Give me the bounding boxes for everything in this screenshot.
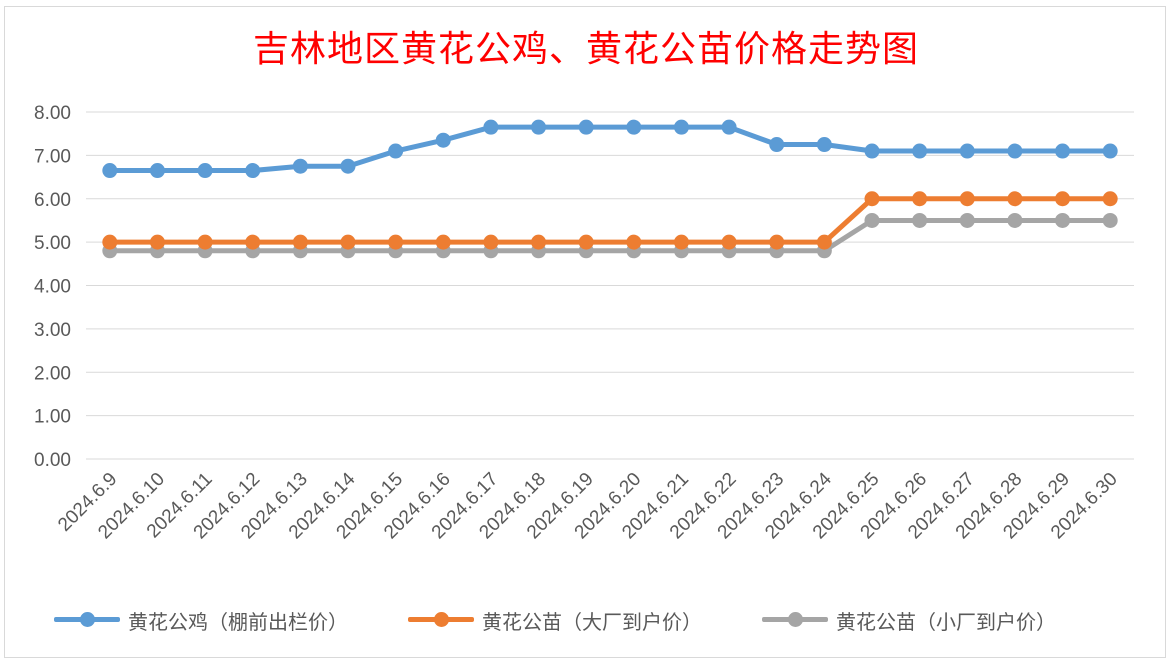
legend-marker	[762, 600, 828, 640]
data-point	[959, 143, 975, 159]
data-point	[149, 234, 165, 250]
data-point	[578, 119, 594, 135]
data-point	[1055, 143, 1071, 159]
legend: 黄花公鸡（棚前出栏价） 黄花公苗（大厂到户价） 黄花公苗（小厂到户价）	[0, 600, 1172, 640]
data-point	[769, 137, 785, 153]
series-line	[107, 217, 1113, 254]
data-point	[1055, 191, 1071, 207]
data-point	[245, 234, 261, 250]
data-point	[435, 234, 451, 250]
data-point	[626, 234, 642, 250]
data-point	[340, 234, 356, 250]
legend-marker	[408, 600, 474, 640]
y-tick-label: 3.00	[34, 320, 71, 341]
data-point	[102, 234, 118, 250]
data-point	[864, 212, 880, 228]
data-point	[816, 137, 832, 153]
data-point	[1102, 212, 1118, 228]
data-point	[292, 234, 308, 250]
data-point	[197, 163, 213, 179]
y-tick-label: 8.00	[34, 103, 71, 124]
data-point	[959, 212, 975, 228]
chart-title: 吉林地区黄花公鸡、黄花公苗价格走势图	[252, 29, 919, 70]
legend-item-chick-small: 黄花公苗（小厂到户价）	[762, 600, 1056, 640]
data-point	[721, 119, 737, 135]
y-tick-label: 1.00	[34, 407, 71, 428]
legend-item-rooster: 黄花公鸡（棚前出栏价）	[54, 600, 348, 640]
y-tick-label: 6.00	[34, 190, 71, 211]
data-point	[816, 234, 832, 250]
y-tick-label: 7.00	[34, 146, 71, 167]
data-point	[912, 212, 928, 228]
y-tick-label: 4.00	[34, 277, 71, 298]
data-point	[721, 234, 737, 250]
data-point	[149, 163, 165, 179]
data-point	[102, 163, 118, 179]
data-point	[959, 191, 975, 207]
data-point	[1007, 143, 1023, 159]
data-point	[483, 234, 499, 250]
data-point	[531, 119, 547, 135]
data-point	[912, 191, 928, 207]
chart-area	[4, 6, 1166, 658]
series-line	[107, 124, 1113, 174]
legend-label: 黄花公鸡（棚前出栏价）	[128, 609, 348, 634]
data-point	[1007, 191, 1023, 207]
data-point	[626, 119, 642, 135]
legend-label: 黄花公苗（小厂到户价）	[836, 609, 1056, 634]
data-point	[531, 234, 547, 250]
data-point	[769, 234, 785, 250]
data-point	[673, 119, 689, 135]
data-point	[673, 234, 689, 250]
data-point	[1055, 212, 1071, 228]
legend-label: 黄花公苗（大厂到户价）	[482, 609, 702, 634]
data-point	[435, 132, 451, 148]
series-line	[107, 196, 1113, 245]
data-point	[1102, 143, 1118, 159]
data-point	[388, 143, 404, 159]
y-tick-label: 2.00	[34, 363, 71, 384]
data-point	[912, 143, 928, 159]
data-point	[864, 143, 880, 159]
data-point	[864, 191, 880, 207]
data-point	[340, 158, 356, 174]
data-point	[1007, 212, 1023, 228]
data-point	[1102, 191, 1118, 207]
y-tick-label: 0.00	[34, 450, 71, 471]
data-point	[483, 119, 499, 135]
data-point	[245, 163, 261, 179]
data-point	[292, 158, 308, 174]
data-point	[388, 234, 404, 250]
y-tick-label: 5.00	[34, 233, 71, 254]
data-point	[197, 234, 213, 250]
legend-marker	[54, 600, 120, 640]
data-point	[578, 234, 594, 250]
legend-item-chick-large: 黄花公苗（大厂到户价）	[408, 600, 702, 640]
